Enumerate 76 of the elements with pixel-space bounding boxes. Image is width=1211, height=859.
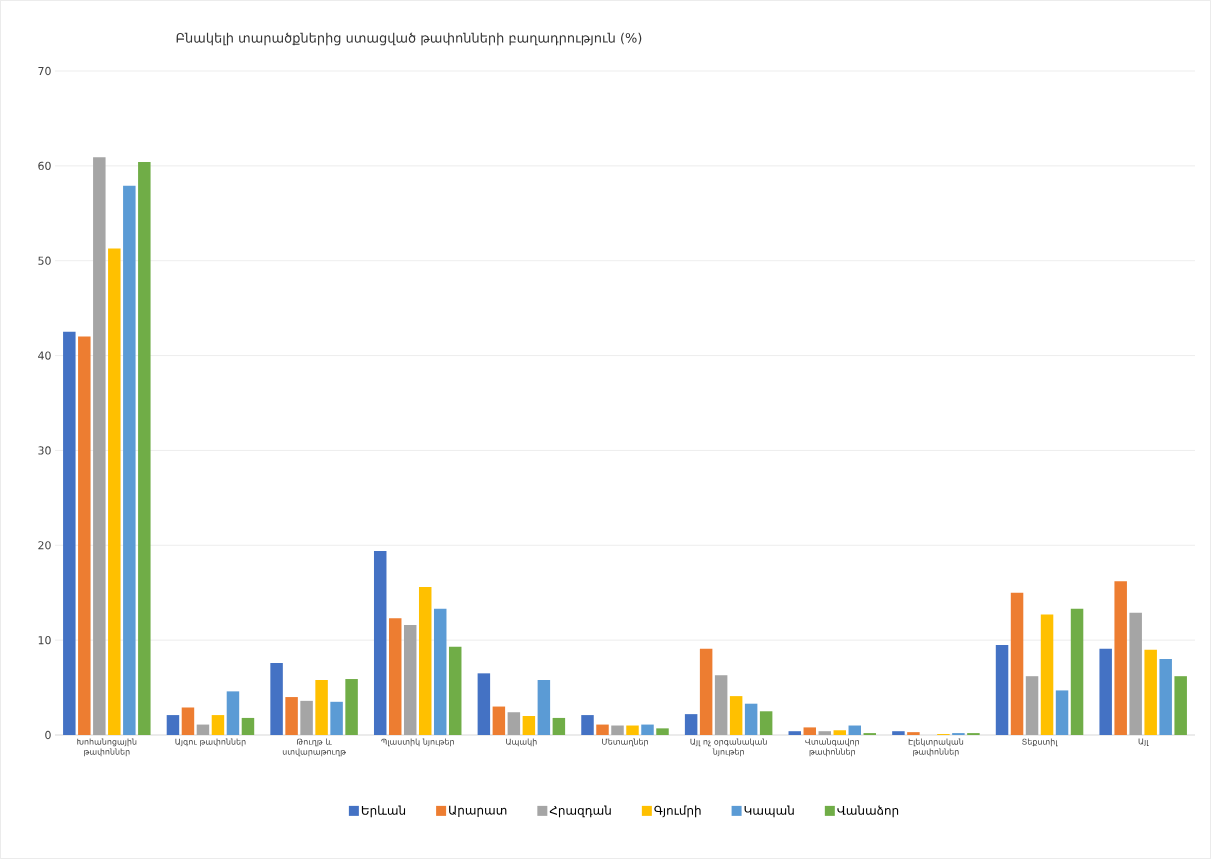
bar [433, 608, 447, 735]
y-tick-label: 20 [38, 541, 51, 550]
y-tick-label: 10 [38, 636, 51, 645]
legend-label: Վանաձոր [837, 805, 899, 818]
bar [788, 731, 802, 735]
chart-title: Բնակելի տարածքներից ստացված թափոնների բաղադրություն (%) [176, 32, 642, 46]
bar [833, 730, 847, 735]
bar [330, 701, 343, 735]
bar [403, 624, 417, 735]
bar [226, 691, 240, 735]
bar [1129, 612, 1142, 735]
bar [345, 679, 358, 735]
bar [581, 715, 594, 735]
bar [63, 331, 76, 735]
bar [1099, 648, 1112, 735]
bar [138, 162, 151, 735]
bar [537, 679, 551, 735]
bar [507, 712, 521, 735]
bar [892, 731, 905, 735]
y-tick-label: 0 [45, 730, 51, 740]
bar [656, 728, 669, 735]
bar [552, 717, 566, 735]
bar [803, 727, 817, 735]
y-tick-label: 60 [38, 161, 51, 170]
bar [611, 725, 624, 735]
y-tick-label: 50 [38, 256, 51, 265]
bar [1159, 659, 1172, 735]
bar [759, 711, 773, 735]
bar [818, 731, 832, 735]
bar [714, 675, 728, 735]
bar [626, 725, 639, 735]
bar [388, 618, 402, 735]
bar [166, 715, 180, 735]
legend-label: Արարատ [449, 805, 507, 817]
bar [108, 248, 121, 735]
legend-label: Կապան [744, 805, 794, 818]
legend-label: Հրազդան [549, 805, 611, 818]
bar [1174, 676, 1187, 735]
y-tick-label: 30 [38, 446, 51, 455]
bar [522, 716, 536, 735]
bar [285, 697, 298, 735]
bar [848, 725, 862, 735]
bar [684, 714, 698, 735]
bar [1055, 690, 1069, 735]
bar [315, 679, 328, 735]
bar [270, 662, 283, 735]
y-tick-label: 40 [38, 351, 51, 360]
bar [641, 724, 654, 735]
bar [123, 185, 136, 735]
bar [211, 715, 225, 735]
bar [907, 732, 920, 735]
bar [1025, 676, 1039, 735]
bar [744, 703, 758, 735]
bar [418, 587, 432, 735]
bar [729, 696, 743, 735]
bar [196, 724, 210, 735]
bar [1070, 608, 1084, 735]
bar [596, 724, 609, 735]
y-tick-label: 70 [38, 66, 51, 76]
bar [300, 700, 313, 735]
bar [93, 157, 106, 735]
bar [1040, 614, 1054, 735]
bar [241, 717, 255, 735]
bar [492, 706, 506, 735]
bar [373, 550, 387, 735]
bar [448, 646, 462, 735]
bar [995, 644, 1009, 735]
bar [78, 336, 91, 735]
bar [1114, 581, 1127, 735]
bar [1144, 649, 1157, 735]
legend-label: Երևան [361, 805, 406, 818]
bar [181, 707, 195, 735]
bar [477, 673, 491, 735]
legend-label: Գյումրի [654, 805, 701, 818]
bar [1010, 592, 1024, 735]
bar [699, 648, 713, 735]
